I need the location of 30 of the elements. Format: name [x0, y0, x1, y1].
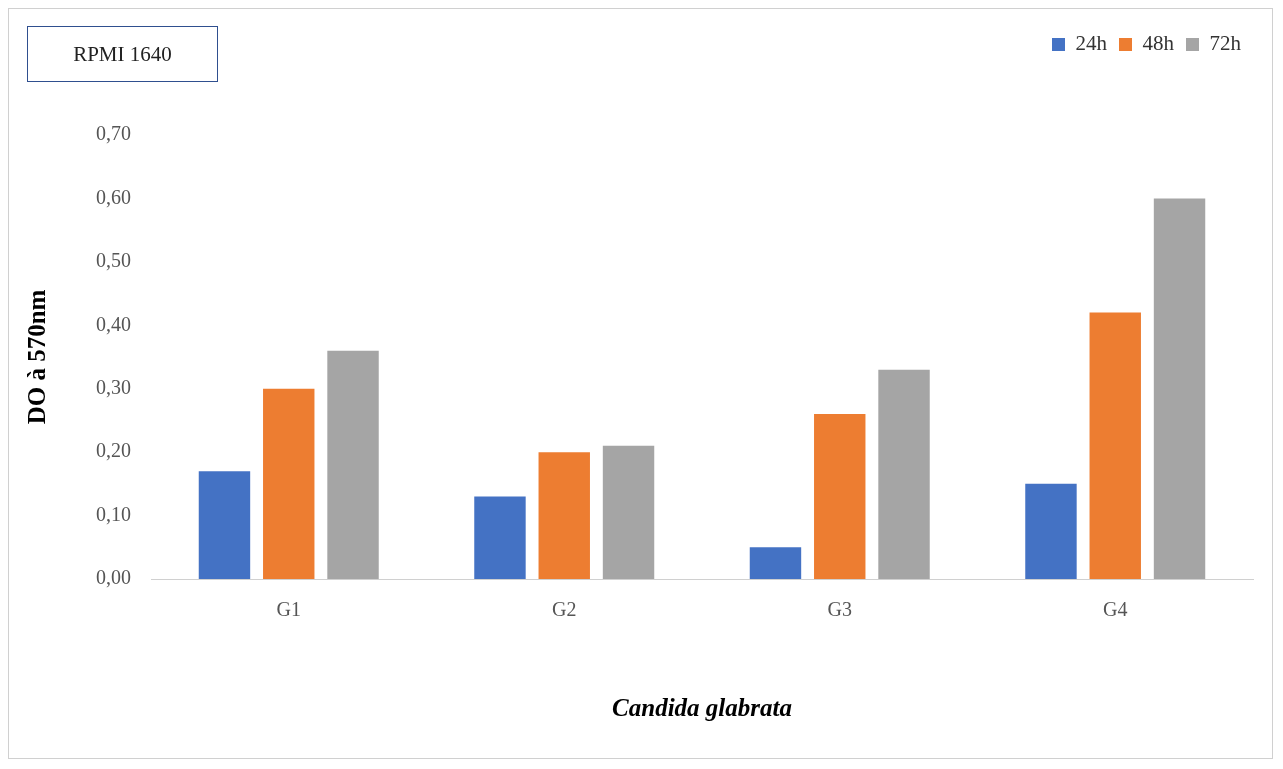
y-tick-label: 0,50 [96, 249, 131, 272]
x-tick-label: G3 [827, 598, 852, 621]
x-axis-title: Candida glabrata [612, 694, 792, 722]
bar [1153, 198, 1206, 579]
y-tick-label: 0,00 [96, 566, 131, 589]
bar [602, 445, 655, 579]
y-tick-label: 0,60 [96, 185, 131, 208]
bar [327, 350, 379, 579]
x-tick-label: G1 [276, 598, 301, 621]
bar [474, 496, 526, 579]
bar [878, 369, 930, 579]
bar [198, 471, 251, 579]
x-tick-label: G4 [1103, 598, 1128, 621]
y-axis-title: DO à 570nm [23, 289, 51, 425]
bar [538, 452, 590, 579]
legend-label: 72h [1209, 31, 1242, 56]
x-tick-label: G2 [552, 598, 577, 621]
legend-label: 24h [1075, 31, 1108, 56]
y-tick-label: 0,20 [96, 439, 131, 462]
bar [814, 414, 866, 579]
bar [1025, 483, 1077, 579]
y-tick-label: 0,70 [96, 122, 131, 145]
y-tick-label: 0,40 [96, 312, 131, 335]
bar [1089, 312, 1141, 579]
y-tick-label: 0,30 [96, 375, 131, 398]
legend-label: 48h [1142, 31, 1175, 56]
bar [749, 547, 802, 579]
y-tick-label: 0,10 [96, 502, 131, 525]
bar [263, 388, 315, 579]
chart-title: RPMI 1640 [27, 26, 218, 82]
